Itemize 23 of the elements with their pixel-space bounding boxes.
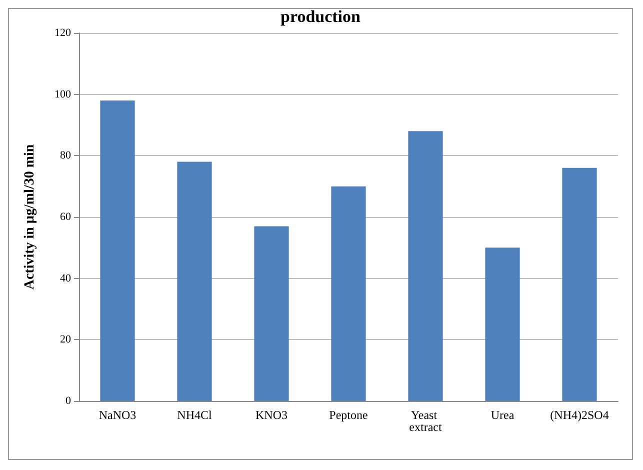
bar: [100, 100, 135, 401]
bar: [177, 162, 212, 401]
y-tick-label: 100: [54, 88, 72, 100]
bar: [254, 226, 289, 401]
x-tick-label: (NH4)2SO4: [550, 408, 609, 422]
x-tick-label: Peptone: [329, 408, 368, 422]
x-tick-label: KNO3: [256, 408, 288, 422]
bar: [331, 186, 366, 401]
bar: [562, 168, 597, 401]
y-tick-label: 0: [66, 395, 72, 407]
x-tick-label: Yeast extract: [409, 408, 442, 434]
x-tick-label: NH4Cl: [177, 408, 212, 422]
y-tick-label: 120: [54, 27, 72, 39]
bar: [485, 248, 520, 401]
x-tick-label: Urea: [490, 408, 515, 422]
y-tick-label: 20: [60, 334, 72, 346]
x-tick-label: NaNO3: [98, 408, 136, 422]
y-tick-label: 80: [60, 150, 72, 162]
chart-title: production: [280, 7, 362, 26]
y-tick-label: 40: [60, 272, 72, 284]
y-tick-label: 60: [60, 211, 72, 223]
y-axis-title: Activity in µg/ml/30 min: [22, 144, 38, 290]
bar: [408, 131, 443, 401]
